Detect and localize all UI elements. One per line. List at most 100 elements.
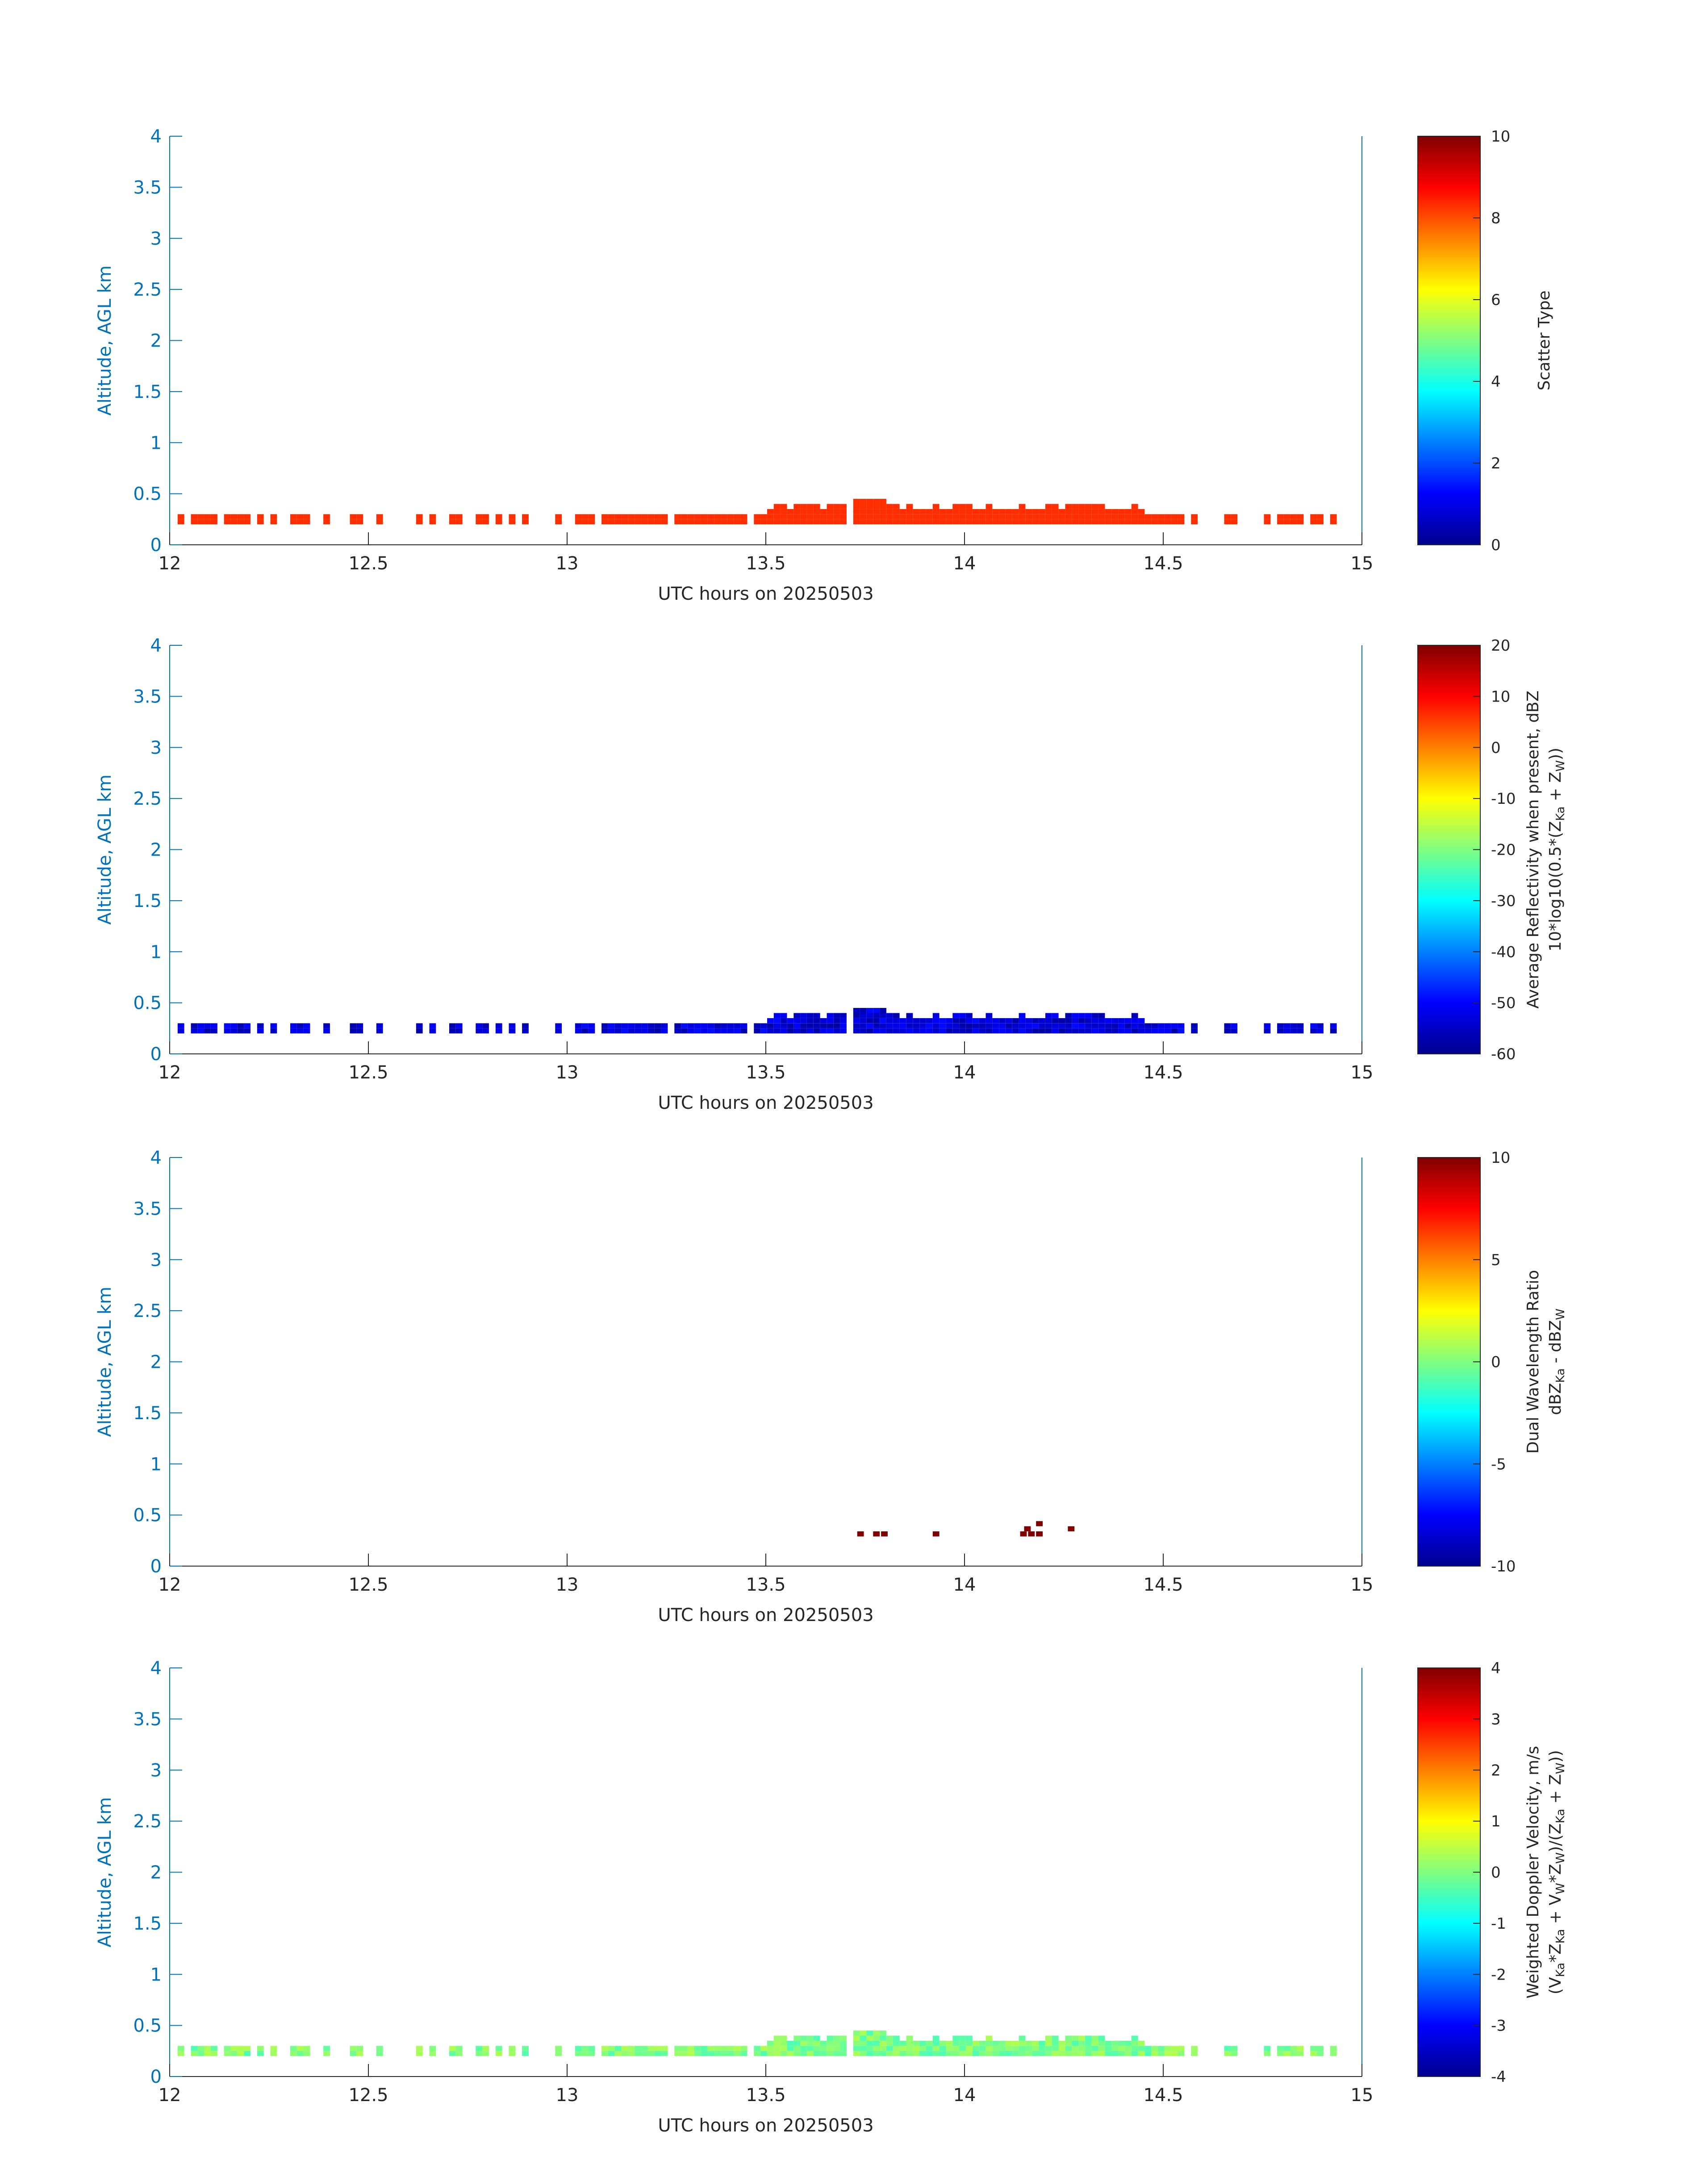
heatmap-cell (1025, 2040, 1032, 2046)
heatmap-cell (840, 1018, 847, 1024)
heatmap-cell (833, 514, 840, 519)
heatmap-cell (727, 514, 734, 519)
heatmap-cell (608, 514, 615, 519)
heatmap-cell (608, 2051, 615, 2056)
heatmap-cell (635, 2051, 642, 2056)
heatmap-cell (1065, 2035, 1072, 2041)
heatmap-cell (621, 1023, 628, 1028)
heatmap-cell (1091, 519, 1098, 525)
heatmap-cell (1058, 1028, 1065, 1034)
heatmap-cell (1032, 2051, 1039, 2056)
heatmap-cell (661, 1028, 668, 1034)
heatmap-cell (926, 1023, 933, 1028)
heatmap-cell (1032, 1023, 1039, 1028)
heatmap-cell (939, 2040, 946, 2046)
heatmap-cell (734, 1028, 741, 1034)
heatmap-cell (780, 504, 787, 509)
heatmap-cell (323, 519, 330, 525)
heatmap-cell (575, 2046, 582, 2051)
heatmap-cell (1191, 2046, 1198, 2051)
heatmap-cell (919, 2040, 926, 2046)
heatmap-cell (906, 2051, 913, 2056)
heatmap-cell (416, 1023, 423, 1028)
heatmap-cell (999, 514, 1006, 519)
heatmap-cell (1025, 514, 1032, 519)
heatmap-cell (959, 504, 966, 509)
heatmap-cell (972, 514, 979, 519)
heatmap-cell (1330, 1023, 1337, 1028)
heatmap-cell (972, 1028, 979, 1034)
heatmap-cell (1045, 504, 1052, 509)
heatmap-cell (760, 514, 767, 519)
colorbar-tick-label: 0 (1491, 536, 1501, 554)
heatmap-cell (780, 1028, 787, 1034)
heatmap-cell (926, 514, 933, 519)
heatmap-cell (1144, 1023, 1152, 1028)
y-tick-label: 2 (150, 331, 162, 351)
heatmap-cell (257, 2051, 264, 2056)
heatmap-cells (857, 1521, 1075, 1537)
heatmap-cell (1131, 2051, 1138, 2056)
heatmap-cell (807, 514, 814, 519)
heatmap-cell (853, 499, 860, 504)
heatmap-cell (932, 1028, 940, 1034)
heatmap-cell (648, 1023, 655, 1028)
heatmap-cell (932, 1013, 940, 1018)
heatmap-cell (1277, 519, 1284, 525)
heatmap-cell (197, 2051, 205, 2056)
heatmap-cell (1065, 1028, 1072, 1034)
x-tick-label: 15 (1351, 1062, 1374, 1083)
heatmap-cell (959, 2040, 966, 2046)
heatmap-cell (1105, 1018, 1112, 1024)
heatmap-cell (952, 2035, 960, 2041)
y-tick-label: 3.5 (133, 1709, 162, 1730)
heatmap-cell (688, 2046, 694, 2051)
heatmap-cell (932, 514, 940, 519)
x-tick-label: 13 (556, 553, 579, 574)
heatmap-cell (773, 514, 781, 519)
colorbar-tick-label: -4 (1491, 2068, 1506, 2086)
heatmap-cell (1091, 509, 1098, 514)
heatmap-cell (1052, 504, 1059, 509)
heatmap-cell (932, 2046, 940, 2051)
heatmap-cell (608, 519, 615, 525)
heatmap-cell (1019, 519, 1026, 525)
heatmap-cell (230, 2051, 238, 2056)
heatmap-cell (1191, 1023, 1198, 1028)
heatmap-cell (641, 2051, 648, 2056)
heatmap-cell (1131, 504, 1138, 509)
colorbar-tick-label: 0 (1491, 739, 1501, 757)
heatmap-cell (992, 509, 999, 514)
heatmap-cell (1072, 519, 1079, 525)
heatmap-cell (807, 504, 814, 509)
heatmap-cell (767, 1028, 774, 1034)
heatmap-cell (939, 2051, 946, 2056)
heatmap-cell (1111, 519, 1119, 525)
heatmap-cell (952, 2046, 960, 2051)
heatmap-cell (1039, 2051, 1045, 2056)
heatmap-cell (1085, 514, 1092, 519)
x-tick-label: 14.5 (1143, 553, 1183, 574)
heatmap-cell (1058, 519, 1065, 525)
y-tick-label: 0 (150, 1044, 162, 1065)
heatmap-cell (1045, 1028, 1052, 1034)
colorbar-gradient (1417, 136, 1481, 545)
heatmap-cell (707, 1023, 714, 1028)
heatmap-cell (760, 1023, 767, 1028)
heatmap-cell (449, 1028, 456, 1034)
heatmap-cell (959, 519, 966, 525)
colorbar-tick-label: -60 (1491, 1045, 1516, 1063)
heatmap-cell (893, 514, 900, 519)
y-tick-label: 4 (150, 126, 162, 147)
heatmap-cell (827, 2051, 834, 2056)
heatmap-cell (820, 1023, 827, 1028)
heatmap-cell (707, 1028, 714, 1034)
x-tick-label: 14 (953, 1575, 976, 1595)
heatmap-cell (807, 2046, 814, 2051)
heatmap-cell (449, 2046, 456, 2051)
heatmap-cell (893, 2040, 900, 2046)
heatmap-cell (913, 1028, 920, 1034)
heatmap-cell (1052, 2040, 1059, 2046)
heatmap-cell (926, 2040, 933, 2046)
heatmap-cell (939, 2046, 946, 2051)
